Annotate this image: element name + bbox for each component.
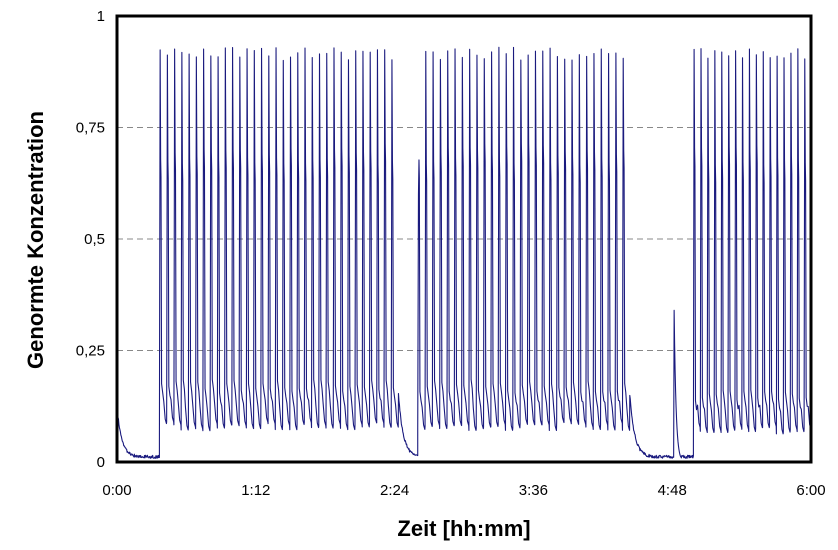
plot-area xyxy=(116,46,812,459)
y-tick-label: 0,75 xyxy=(76,120,105,137)
y-tick-label: 0,25 xyxy=(76,343,105,360)
x-tick-label: 0:00 xyxy=(102,482,131,499)
y-tick-labels: 0 0,25 0,5 0,75 1 xyxy=(76,8,105,471)
y-tick-label: 0,5 xyxy=(84,231,105,248)
y-axis-title: Genormte Konzentration xyxy=(23,111,48,369)
x-tick-label: 4:48 xyxy=(658,482,687,499)
x-tick-labels: 0:00 1:12 2:24 3:36 4:48 6:00 xyxy=(102,482,825,499)
plot-frame xyxy=(115,14,813,464)
concentration-series-line xyxy=(116,46,812,459)
x-axis-title: Zeit [hh:mm] xyxy=(397,516,530,541)
y-tick-label: 0 xyxy=(97,454,105,471)
x-tick-label: 3:36 xyxy=(519,482,548,499)
x-tick-label: 1:12 xyxy=(241,482,270,499)
y-tick-label: 1 xyxy=(97,8,105,25)
x-tick-label: 2:24 xyxy=(380,482,409,499)
x-tick-label: 6:00 xyxy=(796,482,825,499)
